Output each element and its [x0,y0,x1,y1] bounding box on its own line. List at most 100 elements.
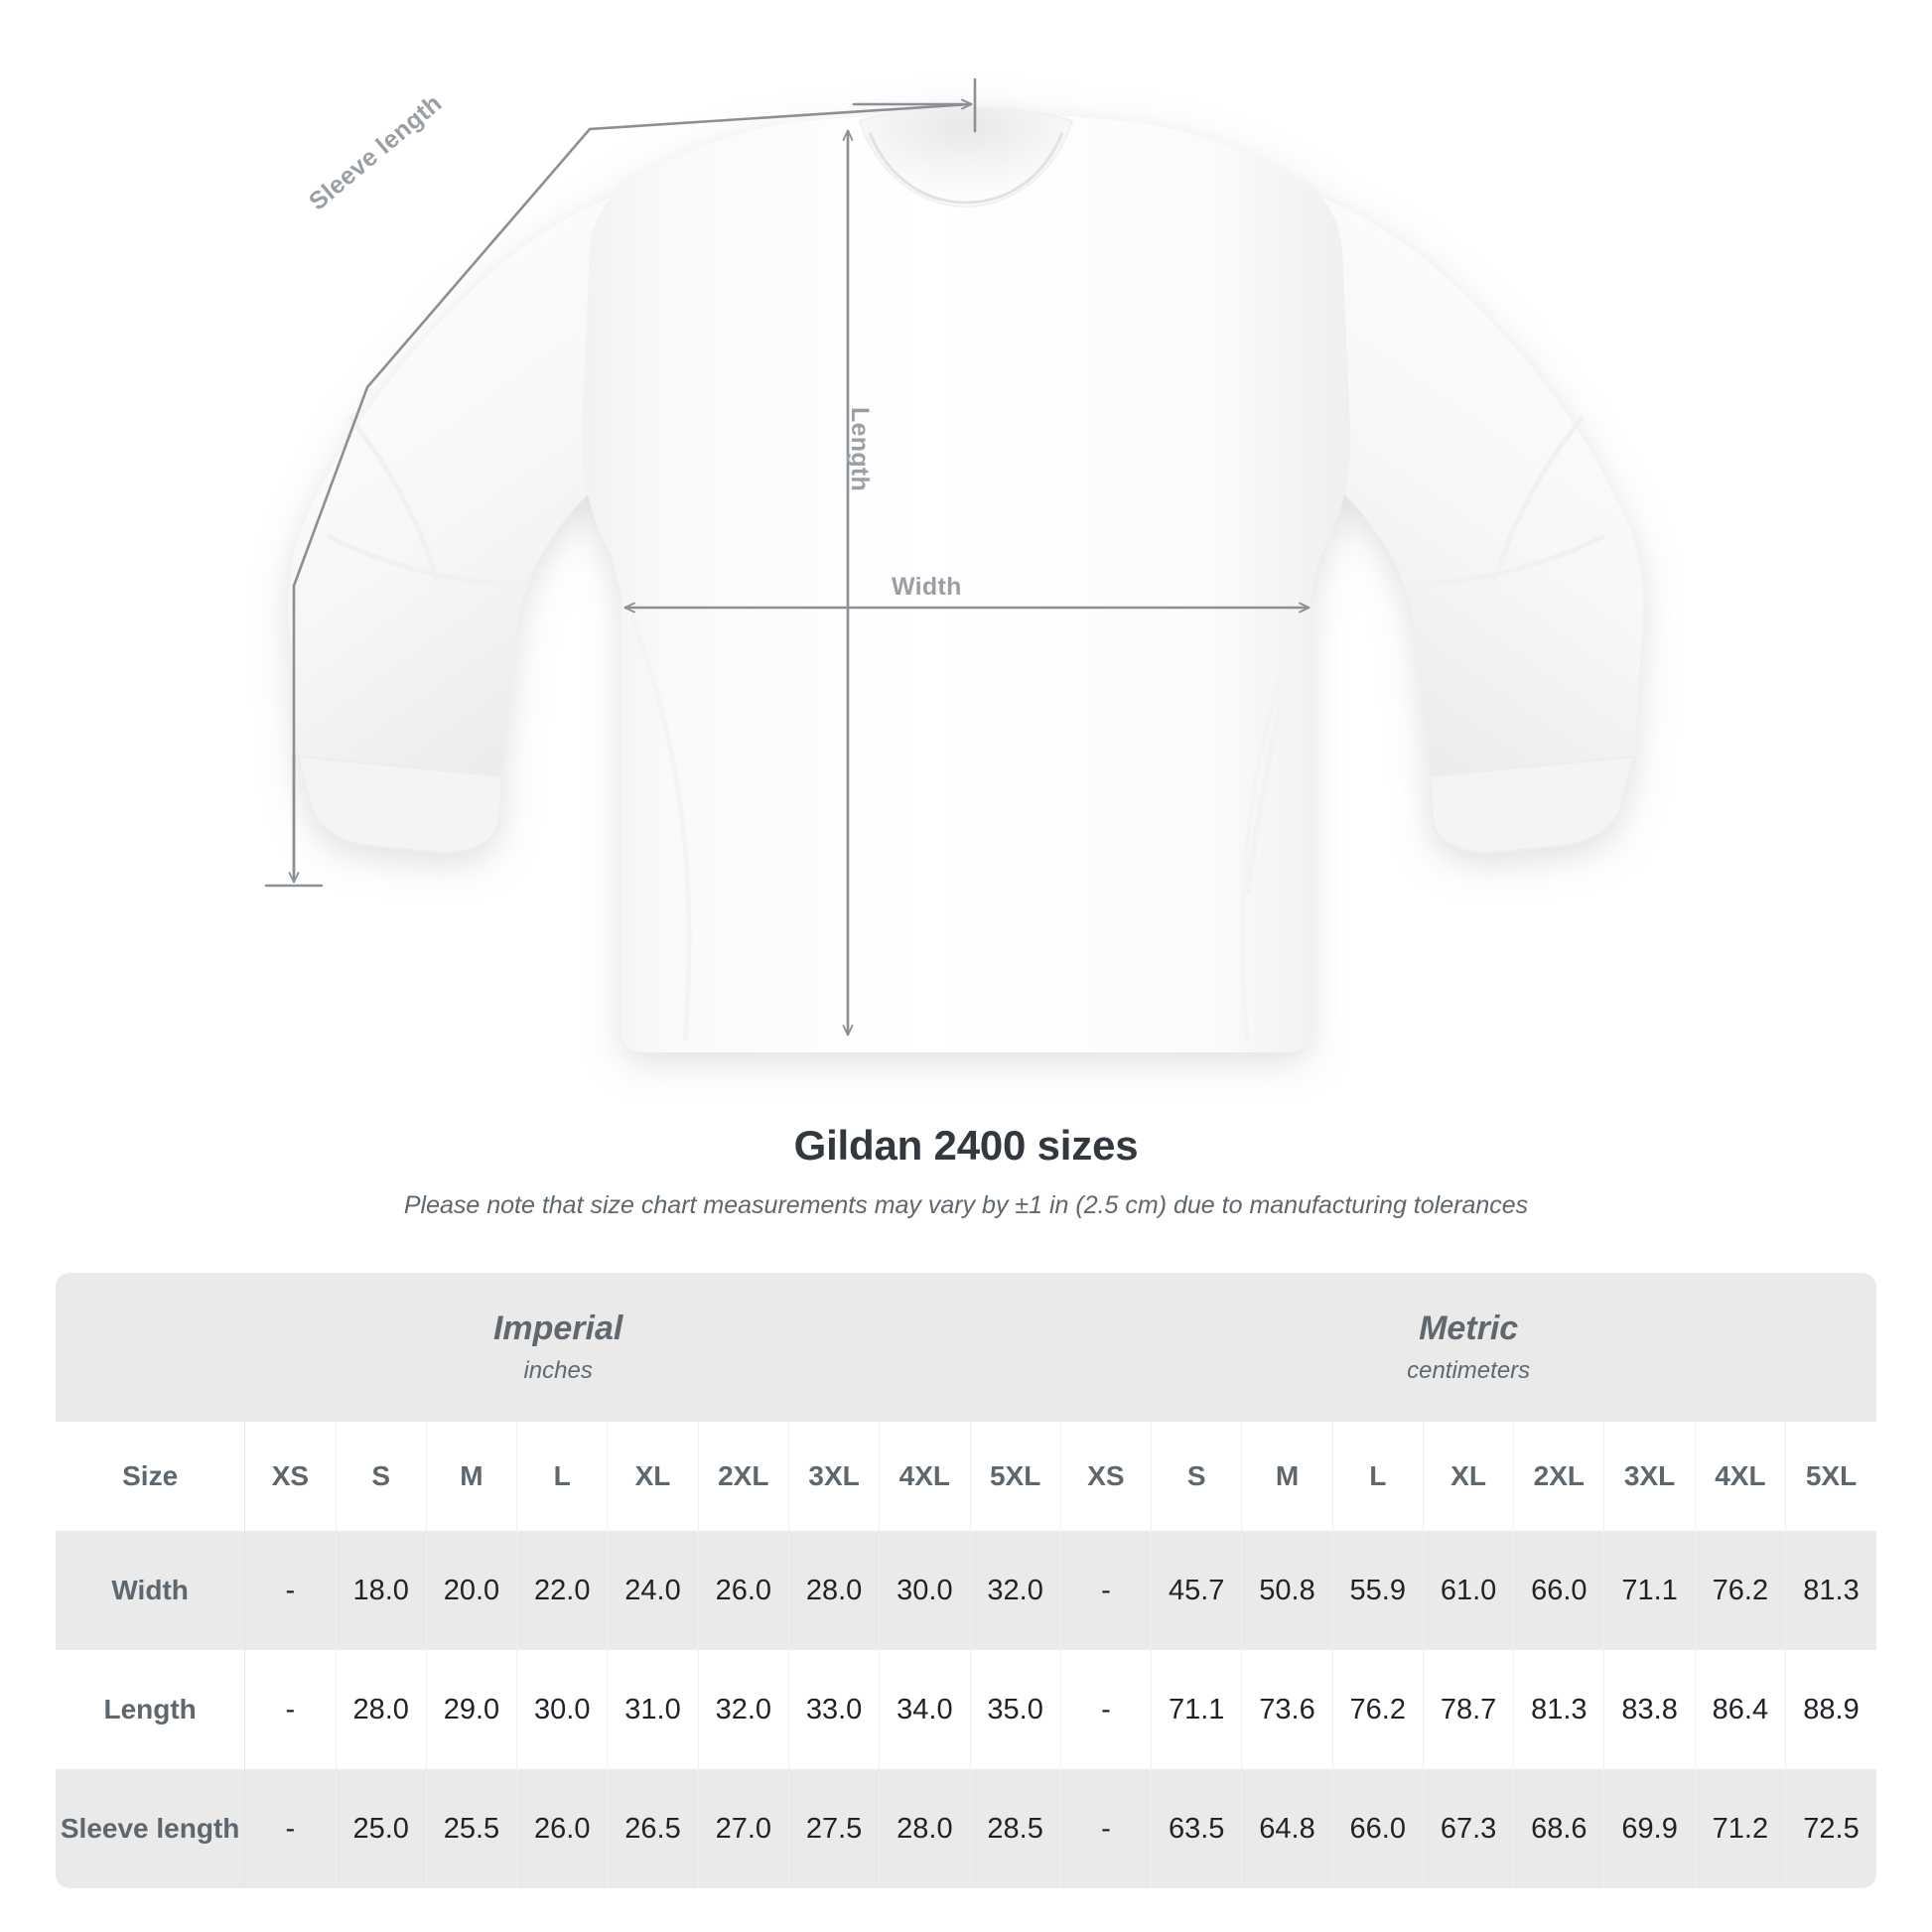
unit-group-imperial-name: Imperial [492,1310,623,1348]
cell-width-imperial-xl: 24.0 [607,1531,699,1650]
cell-length-imperial-4xl: 34.0 [879,1650,971,1769]
cell-sleeve-length-imperial-l: 26.0 [516,1769,609,1888]
cell-width-metric-xl: 61.0 [1423,1531,1515,1650]
cell-sleeve-length-imperial-2xl: 27.0 [698,1769,789,1888]
cell-width-imperial-5xl: 32.0 [970,1531,1061,1650]
size-chart-container: Imperial inches Metric centimeters Size X… [56,1273,1876,1888]
cell-width-imperial-m: 20.0 [426,1531,518,1650]
cell-length-imperial-s: 28.0 [336,1650,427,1769]
table-body: Size XS S M L XL 2XL 3XL 4XL 5XL XS S M L XL 2XL 3XL 4XL 5… [56,1422,1876,1888]
cell-length-metric-5xl: 88.9 [1785,1650,1876,1769]
length-label: Length [846,407,874,492]
sleeve-guide-line [292,102,973,876]
cell-width-imperial-2xl: 26.0 [698,1531,789,1650]
cell-sleeve-length-imperial-xl: 26.5 [607,1769,699,1888]
shirt-body-shape [288,105,1644,1052]
cell-width-imperial-xs: - [244,1531,337,1650]
cell-sleeve-length-metric-4xl: 71.2 [1695,1769,1787,1888]
table-row: Width -18.0 20.0 22.0 24.0 26.0 28.0 30.0 32.0-4… [56,1531,1876,1650]
cell-length-imperial-m: 29.0 [426,1650,518,1769]
cell-length-metric-l: 76.2 [1332,1650,1424,1769]
size-header-imperial-xs: XS [244,1422,337,1531]
cell-sleeve-length-metric-5xl: 72.5 [1785,1769,1876,1888]
table-row: Length -28.0 29.0 30.0 31.0 32.0 33.0 34.0 35.0-… [56,1650,1876,1769]
row-label-length: Length [56,1650,246,1769]
cell-length-metric-s: 71.1 [1151,1650,1243,1769]
cell-width-metric-s: 45.7 [1151,1531,1243,1650]
size-header-metric-s: S [1151,1422,1243,1531]
cell-width-metric-5xl: 81.3 [1785,1531,1876,1650]
cell-sleeve-length-imperial-3xl: 27.5 [788,1769,881,1888]
size-header-imperial-2xl: 2XL [698,1422,789,1531]
size-header-metric-l: L [1332,1422,1424,1531]
size-header-metric-m: M [1241,1422,1333,1531]
cell-length-imperial-3xl: 33.0 [788,1650,881,1769]
unit-header-row: Imperial inches Metric centimeters [56,1273,1876,1422]
row-label-width: Width [56,1531,246,1650]
cell-length-metric-m: 73.6 [1241,1650,1333,1769]
size-header-imperial-l: L [516,1422,609,1531]
cell-length-metric-xl: 78.7 [1423,1650,1515,1769]
cell-width-imperial-s: 18.0 [336,1531,427,1650]
cell-sleeve-length-metric-xs: - [1059,1769,1153,1888]
cell-width-imperial-3xl: 28.0 [788,1531,881,1650]
cell-sleeve-length-metric-m: 64.8 [1241,1769,1333,1888]
size-header-imperial-3xl: 3XL [788,1422,881,1531]
cell-sleeve-length-imperial-s: 25.0 [336,1769,427,1888]
cell-sleeve-length-metric-l: 66.0 [1332,1769,1424,1888]
cell-width-metric-2xl: 66.0 [1513,1531,1605,1650]
size-chart-table: Imperial inches Metric centimeters Size X… [56,1273,1876,1888]
measurement-guides [264,77,1311,1036]
width-label: Width [892,573,962,601]
size-header-metric-3xl: 3XL [1603,1422,1696,1531]
unit-group-imperial: Imperial inches [56,1273,1061,1422]
cell-width-imperial-l: 22.0 [516,1531,609,1650]
cell-length-imperial-xs: - [244,1650,337,1769]
cell-width-metric-4xl: 76.2 [1695,1531,1787,1650]
cell-sleeve-length-imperial-xs: - [244,1769,337,1888]
cell-length-imperial-2xl: 32.0 [698,1650,789,1769]
unit-group-metric: Metric centimeters [1060,1273,1876,1422]
unit-group-metric-sub: centimeters [1407,1356,1531,1384]
cell-length-metric-4xl: 86.4 [1695,1650,1787,1769]
table-head: Imperial inches Metric centimeters [56,1273,1876,1422]
cell-width-metric-3xl: 71.1 [1603,1531,1696,1650]
size-header-metric-4xl: 4XL [1695,1422,1787,1531]
garment-illustration: Sleeve length Length Width [264,77,1644,1052]
size-header-imperial-4xl: 4XL [879,1422,971,1531]
size-header-row: Size XS S M L XL 2XL 3XL 4XL 5XL XS S M L XL 2XL 3XL 4XL 5… [56,1422,1876,1531]
chart-title-block: Gildan 2400 sizes Please note that size … [0,1122,1932,1220]
cell-length-imperial-xl: 31.0 [607,1650,699,1769]
cell-sleeve-length-metric-xl: 67.3 [1423,1769,1515,1888]
size-header-metric-xl: XL [1423,1422,1515,1531]
shirt-svg [264,77,1644,1052]
cell-length-imperial-5xl: 35.0 [970,1650,1061,1769]
table-row: Sleeve length -25.0 25.5 26.0 26.5 27.0 27.5 28… [56,1769,1876,1888]
page-title: Gildan 2400 sizes [793,1122,1139,1169]
cell-sleeve-length-imperial-5xl: 28.5 [970,1769,1061,1888]
size-header-imperial-m: M [426,1422,518,1531]
size-header-metric-xs: XS [1059,1422,1153,1531]
cell-width-metric-m: 50.8 [1241,1531,1333,1650]
size-header-imperial-s: S [336,1422,427,1531]
cell-sleeve-length-imperial-4xl: 28.0 [879,1769,971,1888]
size-header-metric-5xl: 5XL [1785,1422,1876,1531]
cell-sleeve-length-metric-3xl: 69.9 [1603,1769,1696,1888]
cell-sleeve-length-metric-2xl: 68.6 [1513,1769,1605,1888]
cell-length-metric-2xl: 81.3 [1513,1650,1605,1769]
cell-length-imperial-l: 30.0 [516,1650,609,1769]
cell-length-metric-3xl: 83.8 [1603,1650,1696,1769]
cell-width-imperial-4xl: 30.0 [879,1531,971,1650]
row-label-sleeve-length: Sleeve length [56,1769,246,1888]
tolerance-note: Please note that size chart measurements… [403,1191,1529,1219]
size-header-metric-2xl: 2XL [1513,1422,1605,1531]
unit-group-imperial-sub: inches [523,1356,593,1384]
size-header-label: Size [56,1422,246,1531]
cell-sleeve-length-metric-s: 63.5 [1151,1769,1243,1888]
unit-group-metric-name: Metric [1419,1310,1519,1348]
cell-width-metric-xs: - [1059,1531,1153,1650]
cell-length-metric-xs: - [1059,1650,1153,1769]
cell-sleeve-length-imperial-m: 25.5 [426,1769,518,1888]
size-header-imperial-5xl: 5XL [970,1422,1061,1531]
cell-width-metric-l: 55.9 [1332,1531,1424,1650]
